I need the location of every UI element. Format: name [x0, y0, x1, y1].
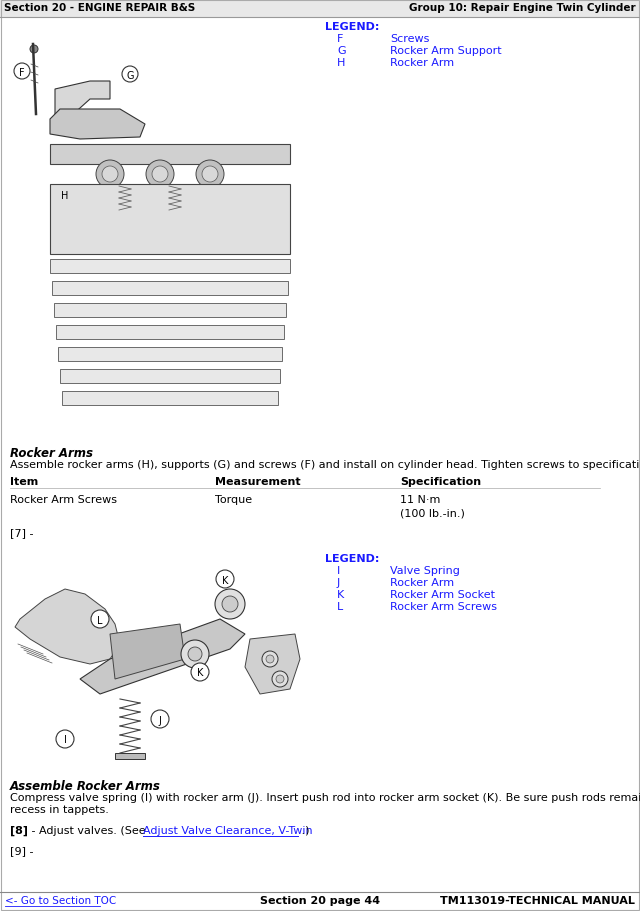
- Bar: [50, 260, 290, 273]
- Text: G: G: [126, 71, 134, 81]
- Bar: [58, 348, 282, 362]
- Text: recess in tappets.: recess in tappets.: [10, 804, 109, 814]
- Text: I: I: [337, 566, 340, 576]
- Text: LEGEND:: LEGEND:: [325, 553, 380, 563]
- Text: J: J: [337, 578, 340, 588]
- Text: [7] -: [7] -: [10, 527, 33, 537]
- Circle shape: [202, 167, 218, 183]
- Text: Section 20 - ENGINE REPAIR B&S: Section 20 - ENGINE REPAIR B&S: [4, 3, 195, 13]
- Polygon shape: [80, 619, 245, 694]
- Text: LEGEND:: LEGEND:: [325, 22, 380, 32]
- Text: K: K: [222, 575, 228, 585]
- Text: Rocker Arm Socket: Rocker Arm Socket: [390, 589, 495, 599]
- Text: Rocker Arm: Rocker Arm: [390, 578, 454, 588]
- Text: K: K: [337, 589, 344, 599]
- Circle shape: [56, 731, 74, 748]
- Circle shape: [188, 648, 202, 661]
- Circle shape: [196, 161, 224, 189]
- Circle shape: [122, 67, 138, 83]
- Circle shape: [30, 46, 38, 54]
- Circle shape: [216, 570, 234, 589]
- Text: - Adjust valves. (See: - Adjust valves. (See: [28, 825, 149, 835]
- Text: H: H: [337, 58, 346, 68]
- Circle shape: [191, 663, 209, 681]
- Circle shape: [14, 64, 30, 80]
- Circle shape: [152, 167, 168, 183]
- Text: (100 lb.-in.): (100 lb.-in.): [400, 507, 465, 517]
- Bar: [50, 145, 290, 165]
- Circle shape: [266, 655, 274, 663]
- Text: Rocker Arms: Rocker Arms: [10, 446, 93, 459]
- Circle shape: [215, 589, 245, 619]
- Text: Specification: Specification: [400, 476, 481, 486]
- Text: Rocker Arm Support: Rocker Arm Support: [390, 46, 502, 56]
- Polygon shape: [245, 634, 300, 694]
- Text: F: F: [19, 68, 25, 78]
- Text: I: I: [63, 734, 67, 744]
- Circle shape: [146, 161, 174, 189]
- Text: Section 20 page 44: Section 20 page 44: [260, 895, 380, 905]
- Text: Adjust Valve Clearance, V-Twin: Adjust Valve Clearance, V-Twin: [143, 825, 312, 835]
- Text: K: K: [197, 668, 203, 678]
- Circle shape: [181, 640, 209, 669]
- Text: Compress valve spring (I) with rocker arm (J). Insert push rod into rocker arm s: Compress valve spring (I) with rocker ar…: [10, 793, 640, 802]
- Circle shape: [96, 161, 124, 189]
- Polygon shape: [15, 589, 120, 664]
- Text: J: J: [159, 715, 161, 725]
- Text: Assemble Rocker Arms: Assemble Rocker Arms: [10, 779, 161, 793]
- Circle shape: [57, 187, 73, 203]
- Text: Rocker Arm Screws: Rocker Arm Screws: [390, 601, 497, 611]
- Text: H: H: [61, 190, 68, 200]
- Polygon shape: [50, 110, 145, 140]
- Circle shape: [102, 167, 118, 183]
- Text: [9] -: [9] -: [10, 845, 33, 855]
- Text: L: L: [337, 601, 343, 611]
- Bar: [62, 392, 278, 405]
- Text: [8]: [8]: [10, 825, 28, 835]
- Text: Valve Spring: Valve Spring: [390, 566, 460, 576]
- Text: Rocker Arm Screws: Rocker Arm Screws: [10, 495, 117, 505]
- Bar: [52, 281, 288, 296]
- Polygon shape: [110, 624, 185, 680]
- Text: Rocker Arm: Rocker Arm: [390, 58, 454, 68]
- Text: Assemble rocker arms (H), supports (G) and screws (F) and install on cylinder he: Assemble rocker arms (H), supports (G) a…: [10, 459, 640, 469]
- Text: 11 N·m: 11 N·m: [400, 495, 440, 505]
- Text: Measurement: Measurement: [215, 476, 301, 486]
- Bar: [56, 325, 284, 340]
- Text: L: L: [97, 615, 103, 625]
- Text: F: F: [337, 34, 344, 44]
- Circle shape: [91, 610, 109, 629]
- Text: G: G: [337, 46, 346, 56]
- Circle shape: [151, 711, 169, 728]
- Bar: [60, 370, 280, 384]
- Text: Screws: Screws: [390, 34, 429, 44]
- Circle shape: [272, 671, 288, 687]
- Bar: [50, 185, 290, 255]
- Text: Item: Item: [10, 476, 38, 486]
- Bar: [115, 753, 145, 759]
- Text: .): .): [298, 825, 310, 835]
- Text: Torque: Torque: [215, 495, 252, 505]
- Polygon shape: [55, 82, 110, 118]
- Circle shape: [276, 675, 284, 683]
- Circle shape: [222, 597, 238, 612]
- Text: Group 10: Repair Engine Twin Cylinder: Group 10: Repair Engine Twin Cylinder: [410, 3, 636, 13]
- Text: <- Go to Section TOC: <- Go to Section TOC: [5, 895, 116, 905]
- Text: TM113019-TECHNICAL MANUAL: TM113019-TECHNICAL MANUAL: [440, 895, 635, 905]
- Bar: [0, 0, 640, 18]
- Bar: [54, 303, 286, 318]
- Circle shape: [262, 651, 278, 667]
